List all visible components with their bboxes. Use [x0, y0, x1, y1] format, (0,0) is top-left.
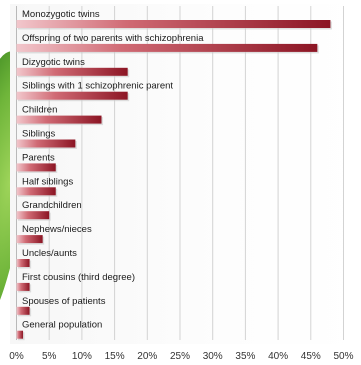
category-label: Siblings — [22, 129, 56, 140]
category-label: Nephews/nieces — [22, 224, 92, 235]
x-tick-label: 20% — [137, 351, 157, 362]
bars — [16, 20, 332, 341]
gridlines — [16, 6, 344, 340]
bar — [16, 211, 50, 220]
bar — [16, 139, 76, 148]
bar — [16, 330, 24, 339]
bar — [16, 259, 30, 267]
x-tick-label: 50% — [333, 351, 353, 362]
bar — [16, 163, 56, 172]
x-tick-label: 40% — [268, 351, 288, 362]
category-label: Grandchildren — [22, 200, 82, 211]
bar — [16, 91, 128, 100]
category-label: General population — [22, 320, 102, 331]
x-tick-label: 30% — [203, 351, 223, 362]
category-label: Parents — [22, 152, 55, 163]
bar — [16, 67, 128, 76]
category-label: Children — [22, 105, 57, 116]
x-tick-label: 35% — [235, 351, 255, 362]
bar — [16, 115, 102, 124]
category-label: First cousins (third degree) — [22, 272, 135, 283]
category-labels: Monozygotic twins Offspring of two parent… — [22, 9, 204, 331]
category-label: Dizygotic twins — [22, 57, 85, 68]
bar — [16, 235, 43, 244]
category-label: Half siblings — [22, 176, 73, 187]
x-tick-label: 5% — [42, 351, 57, 362]
category-label: Offspring of two parents with schizophre… — [22, 33, 204, 44]
category-label: Siblings with 1 schizophrenic parent — [22, 81, 173, 92]
x-tick-label: 10% — [72, 351, 92, 362]
x-axis-ticks: 0% 5% 10% 15% 20% 25% 30% 35% 40% 45% 50% — [9, 351, 353, 362]
category-label: Uncles/aunts — [22, 248, 77, 259]
bar — [16, 20, 331, 28]
x-tick-label: 0% — [9, 351, 24, 362]
bar — [16, 306, 30, 315]
bar — [16, 282, 30, 291]
category-label: Spouses of patients — [22, 296, 106, 307]
category-label: Monozygotic twins — [22, 9, 100, 20]
x-tick-label: 15% — [105, 351, 125, 362]
x-tick-label: 45% — [301, 351, 321, 362]
plot-background — [10, 4, 361, 344]
bar — [16, 43, 318, 52]
x-tick-label: 25% — [170, 351, 190, 362]
bar — [16, 187, 56, 196]
